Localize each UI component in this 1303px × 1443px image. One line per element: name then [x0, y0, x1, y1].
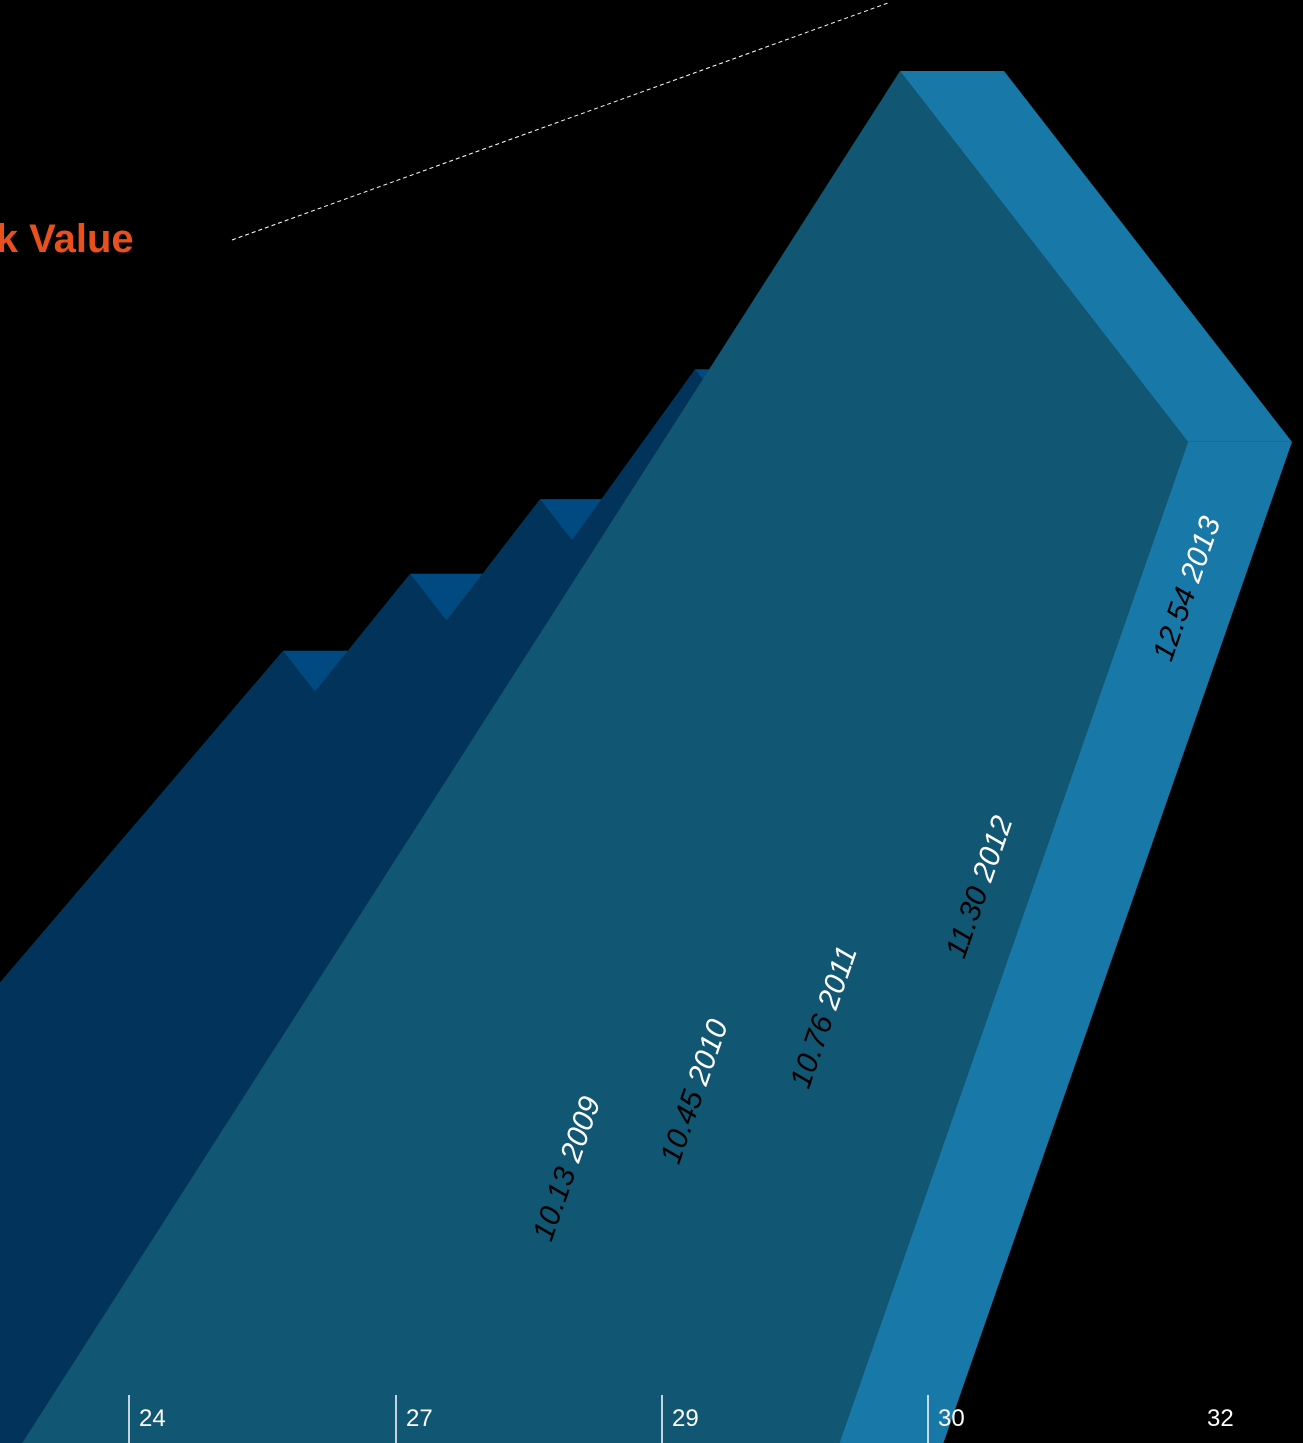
bar-2013-face	[22, 70, 1188, 1443]
axis-ticks: 24 27 29 30 32	[128, 1395, 1234, 1443]
axis-tick-label: 29	[672, 1405, 699, 1432]
chart-title: Book Value	[0, 217, 134, 261]
axis-tick-label: 24	[139, 1405, 166, 1432]
bar-2013-side	[839, 441, 1292, 1443]
leader-line	[231, 2, 889, 241]
axis-tick-label: 30	[938, 1405, 965, 1432]
axis-tick-label: 32	[1207, 1405, 1234, 1432]
bar-2013-top	[900, 70, 1292, 442]
bars-layer	[0, 70, 1292, 1443]
axis-tick-label: 27	[406, 1405, 433, 1432]
